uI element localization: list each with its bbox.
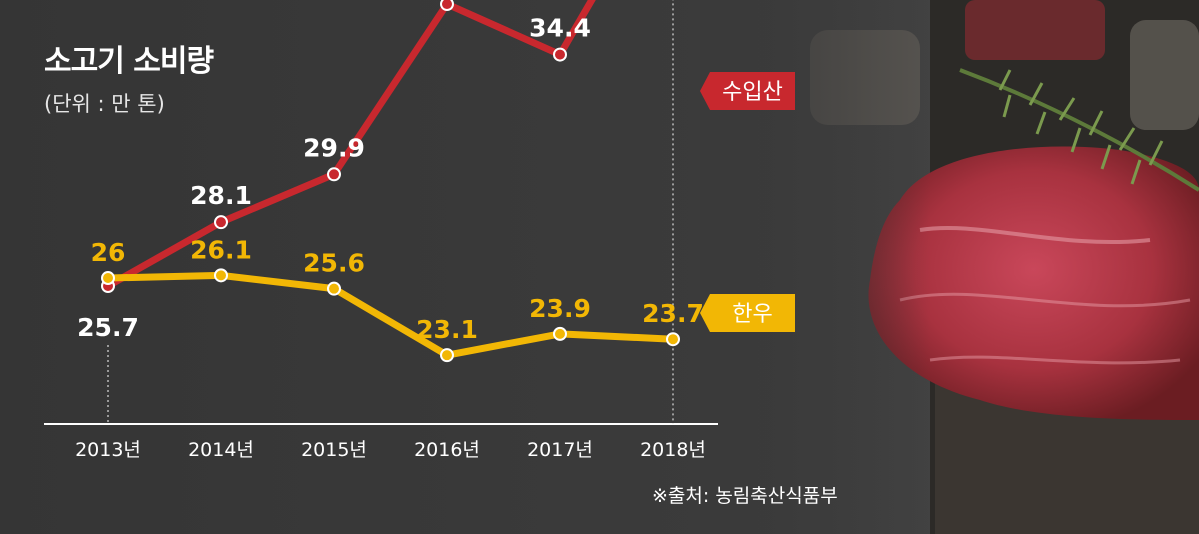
data-label-imported: 34.4: [529, 14, 591, 43]
series-line-imported: [104, 0, 596, 290]
steak: [868, 146, 1199, 420]
x-tick-label: 2013년: [75, 439, 141, 461]
data-label-imported: 29.9: [303, 133, 365, 162]
data-point-imported: [553, 47, 567, 62]
data-point-imported: [327, 167, 341, 182]
svg-text:한우: 한우: [732, 302, 772, 327]
source-note: ※출처: 농림축산식품부: [652, 485, 838, 507]
legend-tag-imported: 수입산: [700, 72, 795, 110]
data-point-hanwoo: [101, 271, 115, 286]
data-label-imported: 25.7: [77, 313, 139, 342]
data-point-hanwoo: [327, 281, 341, 296]
svg-text:수입산: 수입산: [722, 80, 783, 105]
data-label-hanwoo: 23.1: [416, 315, 478, 344]
legend-tag-hanwoo: 한우: [700, 294, 795, 332]
x-tick-label: 2016년: [414, 439, 480, 461]
data-label-hanwoo: 23.7: [642, 299, 704, 328]
data-label-hanwoo: 25.6: [303, 249, 365, 278]
x-tick-label: 2018년: [640, 439, 706, 461]
unit-label: (단위 : 만 톤): [44, 92, 165, 116]
rosemary: [959, 68, 1199, 192]
data-label-hanwoo: 23.9: [529, 294, 591, 323]
x-tick-label: 2015년: [301, 439, 367, 461]
x-tick-label: 2017년: [527, 439, 593, 461]
data-label-hanwoo: 26.1: [190, 235, 252, 264]
data-label-hanwoo: 26: [91, 238, 126, 267]
data-point-imported: [440, 0, 454, 12]
data-point-imported: [214, 215, 228, 230]
data-point-hanwoo: [214, 268, 228, 283]
data-label-imported: 28.1: [190, 181, 252, 210]
data-point-hanwoo: [440, 348, 454, 363]
series-line-hanwoo: [104, 271, 677, 359]
chart-title: 소고기 소비량: [44, 44, 214, 79]
jar-right: [1130, 20, 1199, 130]
data-point-hanwoo: [666, 332, 680, 347]
data-point-hanwoo: [553, 326, 567, 341]
x-tick-label: 2014년: [188, 439, 254, 461]
wine-glass: [965, 0, 1105, 60]
